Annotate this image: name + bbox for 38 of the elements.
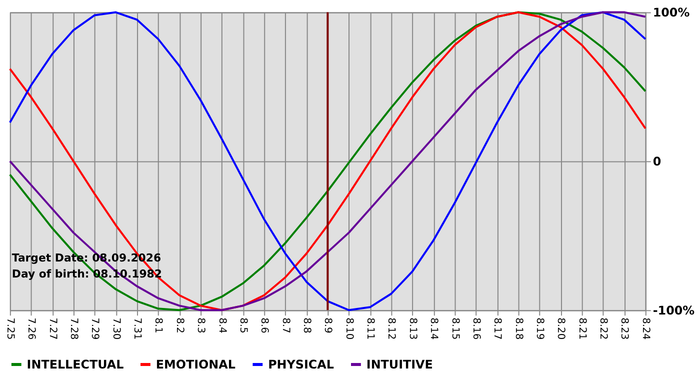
x-tick-label: 8.22 xyxy=(598,318,609,340)
x-tick-label: 7.28 xyxy=(68,318,79,340)
x-tick-label: 7.30 xyxy=(110,318,122,340)
x-tick-label: 8.12 xyxy=(386,318,397,340)
x-tick-label: 8.17 xyxy=(492,318,503,340)
legend-label: INTUITIVE xyxy=(366,357,433,372)
legend-label: PHYSICAL xyxy=(268,357,334,372)
x-tick-label: 7.27 xyxy=(46,318,58,340)
x-tick-label: 8.6 xyxy=(258,318,270,334)
x-tick-label: 8.24 xyxy=(640,318,651,340)
legend-label: INTELLECTUAL xyxy=(26,357,124,372)
x-tick-label: 8.10 xyxy=(343,318,354,340)
x-tick-label: 8.4 xyxy=(216,318,228,334)
x-tick-label: 8.18 xyxy=(512,318,524,340)
x-tick-label: 7.29 xyxy=(89,318,100,340)
x-tick-label: 7.26 xyxy=(26,318,37,340)
x-tick-label: 8.20 xyxy=(555,318,566,340)
y-tick-label: 0 xyxy=(652,154,662,169)
x-tick-label: 8.3 xyxy=(195,318,206,334)
x-tick-label: 7.25 xyxy=(4,318,16,340)
x-tick-label: 8.21 xyxy=(576,318,588,340)
y-tick-label: 100% xyxy=(652,6,690,20)
x-tick-label: 8.2 xyxy=(174,318,185,334)
x-tick-label: 8.7 xyxy=(280,318,291,334)
x-tick-label: 8.14 xyxy=(428,318,440,340)
x-tick-label: 7.31 xyxy=(132,318,143,340)
x-tick-label: 8.19 xyxy=(534,318,545,340)
y-tick-label: -100% xyxy=(652,304,695,318)
legend-label: EMOTIONAL xyxy=(156,357,236,372)
x-tick-label: 8.23 xyxy=(618,318,630,340)
x-tick-label: 8.11 xyxy=(364,318,376,340)
x-tick-label: 8.13 xyxy=(406,318,418,340)
x-tick-label: 8.5 xyxy=(237,318,248,334)
x-tick-label: 8.16 xyxy=(470,318,482,340)
x-tick-label: 8.9 xyxy=(322,318,334,334)
x-tick-label: 8.8 xyxy=(300,318,312,334)
x-tick-label: 8.15 xyxy=(449,318,460,340)
x-tick-label: 8.1 xyxy=(152,318,164,334)
